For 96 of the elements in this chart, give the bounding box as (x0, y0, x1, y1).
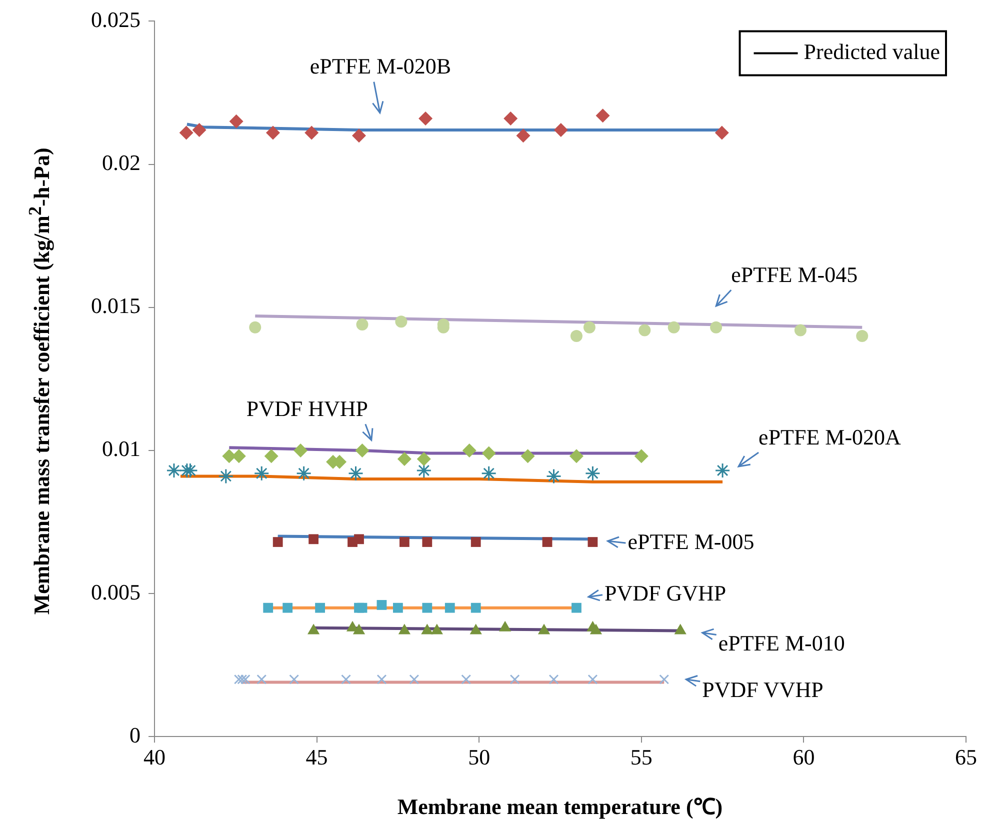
point (409, 674, 420, 684)
point (510, 674, 520, 684)
x-tick-label: 50 (468, 744, 490, 770)
point (444, 602, 455, 613)
legend-label: Predicted value (804, 38, 940, 64)
point (461, 674, 472, 684)
point (263, 602, 274, 613)
point (294, 443, 308, 458)
y-tick-label: 0 (130, 722, 140, 748)
y-tick-label: 0.005 (91, 579, 140, 604)
point (256, 674, 267, 684)
point (266, 126, 280, 140)
point (282, 602, 293, 613)
point (462, 443, 476, 458)
point (422, 537, 432, 547)
point (668, 321, 680, 334)
point (714, 462, 730, 478)
point (856, 330, 868, 342)
point (588, 674, 598, 684)
point (218, 468, 234, 484)
point (596, 108, 610, 123)
point (348, 466, 364, 482)
point (179, 126, 194, 140)
point (482, 446, 496, 460)
point (234, 674, 244, 684)
point (229, 114, 244, 128)
point (714, 126, 729, 140)
point (416, 452, 431, 466)
point (794, 324, 806, 336)
point (520, 449, 535, 464)
point (504, 111, 518, 126)
x-tick-label: 65 (955, 744, 977, 770)
point (272, 537, 283, 547)
point (422, 602, 432, 613)
point (315, 602, 325, 613)
point (397, 452, 412, 466)
point (355, 443, 370, 458)
point (308, 534, 319, 544)
series-label: PVDF GVHP (604, 580, 726, 606)
point (634, 449, 648, 464)
point (516, 128, 530, 143)
point (548, 674, 559, 684)
point (542, 537, 552, 547)
point (179, 462, 195, 478)
point (393, 602, 403, 613)
point (264, 449, 278, 464)
point (481, 466, 497, 482)
point (352, 128, 366, 143)
x-tick-label: 45 (306, 744, 328, 770)
series-label: ePTFE M-020B (310, 54, 452, 79)
point (166, 462, 182, 478)
point (254, 466, 270, 482)
x-axis-title: Membrane mean temperature (℃) (396, 793, 724, 820)
point (356, 318, 368, 331)
point (470, 537, 481, 547)
point (554, 122, 568, 137)
point (237, 674, 248, 684)
point (304, 126, 319, 140)
point (659, 674, 670, 684)
x-tick-label: 55 (630, 744, 652, 770)
point (572, 602, 582, 613)
point (289, 674, 300, 684)
x-tick-label: 40 (144, 744, 166, 770)
series-label: ePTFE M-010 (718, 630, 845, 656)
series-label: PVDF VVHP (702, 677, 824, 702)
point (341, 674, 352, 684)
y-tick-label: 0.02 (102, 150, 140, 176)
point (395, 316, 408, 328)
series-label: ePTFE M-020A (758, 424, 902, 450)
series-label: ePTFE M-005 (628, 528, 754, 554)
point (354, 534, 364, 544)
point (357, 602, 368, 613)
y-tick-label: 0.025 (91, 6, 140, 32)
point (638, 324, 651, 336)
x-tick-label: 60 (792, 744, 815, 770)
series-label: PVDF HVHP (246, 396, 368, 421)
point (584, 466, 600, 482)
point (182, 462, 198, 478)
point (569, 449, 584, 464)
series-label: ePTFE M-045 (731, 262, 858, 287)
point (710, 321, 722, 334)
point (376, 600, 387, 610)
point (240, 674, 250, 684)
point (583, 321, 596, 334)
point (418, 111, 433, 126)
point (376, 674, 387, 684)
y-tick-label: 0.01 (102, 436, 140, 462)
y-tick-label: 0.015 (91, 293, 140, 318)
point (249, 321, 262, 334)
point (470, 602, 481, 613)
point (546, 468, 562, 484)
point (570, 330, 582, 342)
point (296, 466, 312, 482)
point (399, 537, 410, 547)
point (192, 122, 206, 137)
point (588, 537, 598, 547)
